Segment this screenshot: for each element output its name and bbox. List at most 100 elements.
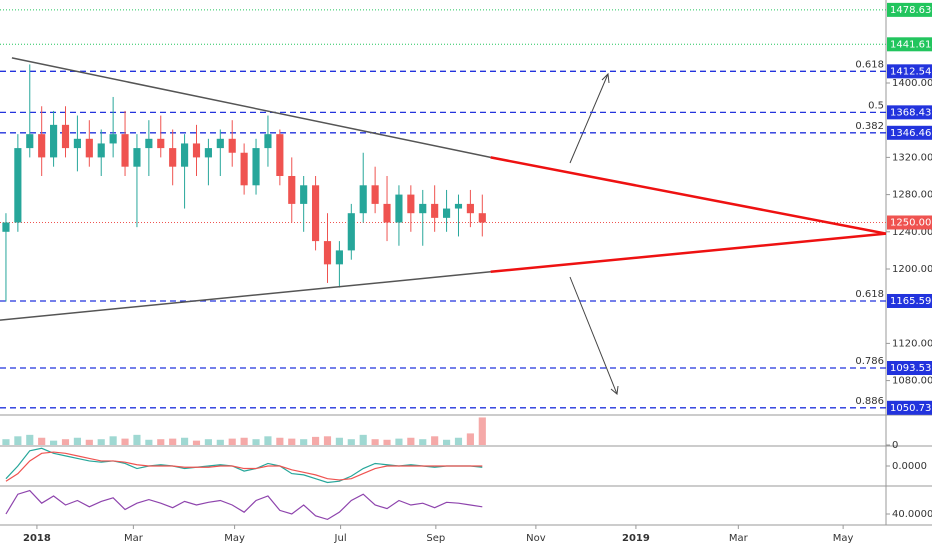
volume-bar — [216, 439, 224, 445]
level-label: 1346.460 — [890, 128, 932, 139]
volume-bar — [85, 439, 93, 445]
candle-body — [169, 148, 177, 167]
candle-body — [347, 213, 355, 251]
x-tick-label: Mar — [124, 533, 144, 544]
fib-ratio: 0.786 — [855, 356, 884, 367]
volume-bar — [335, 437, 343, 445]
candle-body — [133, 148, 141, 167]
volume-bar — [14, 436, 22, 445]
candle-body — [26, 134, 34, 149]
volume-bar — [38, 437, 46, 445]
x-tick-label: Mar — [729, 533, 749, 544]
candle-body — [276, 134, 284, 176]
volume-bar — [169, 438, 177, 445]
volume-bar — [204, 439, 212, 445]
y-tick-label: 40.0000 — [892, 509, 932, 520]
y-tick-label: 1320.000 — [892, 152, 932, 163]
x-tick-label: May — [224, 533, 245, 544]
candle-body — [145, 138, 153, 149]
volume-bar — [466, 433, 474, 445]
x-tick-label: Jul — [334, 533, 347, 544]
level-label: 1368.439 — [890, 107, 932, 118]
volume-bar — [478, 417, 486, 445]
volume-bar — [431, 436, 439, 445]
candle-body — [454, 203, 463, 209]
candle-body — [14, 148, 22, 223]
fib-ratio: 0.886 — [855, 396, 884, 407]
candle-body — [85, 138, 93, 158]
volume-bar — [288, 438, 296, 445]
volume-bar — [121, 438, 129, 445]
volume-bar — [61, 439, 70, 445]
y-tick-label: 0 — [892, 440, 898, 451]
fib-ratio: 0.382 — [855, 121, 884, 132]
volume-bar — [133, 434, 141, 445]
volume-bar — [347, 439, 355, 445]
volume-bar — [228, 438, 236, 445]
candle-body — [204, 148, 212, 158]
volume-bar — [240, 437, 248, 445]
candle-body — [157, 138, 165, 149]
candle-body — [312, 185, 320, 242]
level-label-box — [887, 105, 932, 120]
candle-body — [419, 203, 427, 214]
volume-bar — [26, 434, 34, 445]
volume-bar — [252, 439, 260, 445]
candle-body — [431, 203, 439, 218]
candle-body — [323, 241, 332, 265]
candle-body — [216, 138, 224, 149]
volume-bar — [264, 436, 272, 445]
level-label-box — [887, 400, 932, 415]
volume-bar — [276, 437, 284, 445]
candle-body — [97, 143, 105, 158]
volume-bar — [419, 439, 427, 445]
level-label-box — [887, 2, 932, 17]
level-label: 1050.739 — [890, 403, 932, 414]
trendline — [490, 156, 887, 235]
level-label-box — [887, 293, 932, 308]
fib-ratio: 0.5 — [868, 100, 884, 111]
candle-body — [121, 134, 129, 167]
candle-body — [240, 152, 248, 186]
candle-body — [2, 222, 10, 232]
volume-bar — [323, 436, 332, 445]
indicator-line — [5, 489, 483, 521]
fib-ratio: 0.618 — [855, 289, 884, 300]
candle-body — [407, 194, 415, 214]
candle-body — [192, 143, 201, 158]
level-label-box — [887, 64, 932, 79]
y-tick-label: 1120.000 — [892, 338, 932, 349]
trendline — [11, 57, 491, 159]
level-label-box — [887, 215, 932, 230]
indicator-line — [5, 451, 483, 482]
candle-body — [73, 138, 81, 149]
candle-body — [335, 250, 343, 265]
volume-bar — [192, 440, 201, 445]
volume-bar — [359, 434, 367, 445]
candle-body — [228, 138, 236, 153]
volume-bar — [454, 437, 463, 445]
level-label-box — [887, 37, 932, 52]
candle-body — [61, 124, 70, 149]
volume-bar — [383, 439, 391, 445]
volume-bar — [109, 436, 117, 445]
level-label-box — [887, 125, 932, 140]
volume-bar — [300, 439, 308, 445]
volume-bar — [181, 437, 189, 445]
candle-body — [264, 134, 272, 149]
x-tick-label: May — [833, 533, 854, 544]
candle-body — [466, 203, 474, 214]
level-label: 1478.632 — [890, 5, 932, 16]
x-tick-label: Sep — [426, 533, 445, 544]
fib-ratio: 0.618 — [855, 59, 884, 70]
candle-body — [443, 208, 451, 218]
x-tick-label: 2018 — [23, 533, 51, 544]
volume-bar — [371, 439, 379, 445]
candle-body — [252, 148, 260, 186]
candle-body — [288, 175, 296, 204]
y-tick-label: 1280.000 — [892, 190, 932, 201]
trendline — [0, 271, 491, 321]
candle-body — [395, 194, 403, 223]
volume-bar — [157, 439, 165, 445]
